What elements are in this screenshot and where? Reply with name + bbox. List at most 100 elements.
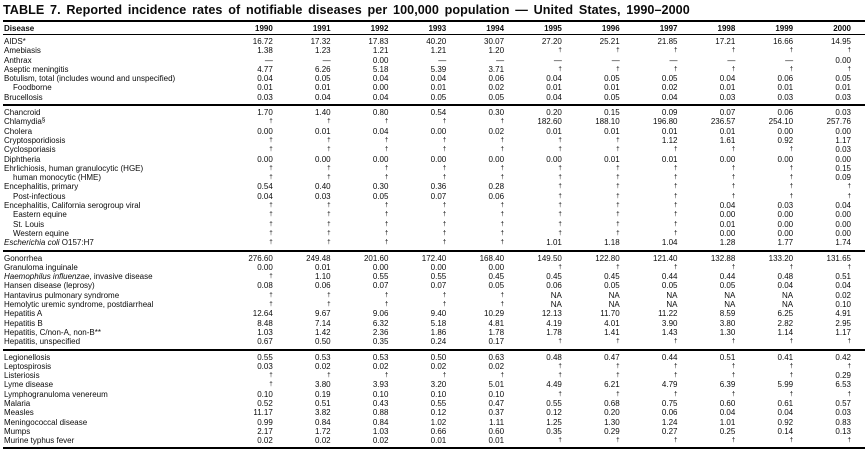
footnote-dagger-mark: †: [384, 220, 389, 228]
disease-label: Hansen disease (leprosy): [4, 281, 95, 291]
rate-cell: 196.80: [653, 117, 678, 127]
rate-cell: 0.09: [661, 108, 678, 118]
footnote-dagger-mark: †: [327, 145, 331, 153]
rate-cell: †: [460, 173, 518, 182]
rate-cell: 0.42: [835, 352, 851, 362]
rate-cell: 0.00: [372, 83, 389, 93]
rate-cell: †: [692, 182, 750, 191]
rate-cell: †: [345, 291, 403, 300]
rate-cell: †: [576, 145, 634, 154]
rate-cell: 25.21: [599, 37, 620, 46]
rate-cell: 0.03: [257, 361, 273, 371]
rate-cell: 121.40: [653, 253, 678, 263]
rate-cell: —: [553, 55, 562, 65]
rate-cell: †: [634, 229, 692, 238]
footnote-dagger-mark: †: [442, 291, 447, 299]
rate-cell: —: [496, 55, 505, 65]
rate-cell: 6.21: [604, 380, 620, 390]
rate-cell: 0.50: [430, 352, 447, 362]
footnote-dagger-mark: †: [500, 220, 505, 228]
rate-cell: †: [460, 220, 518, 229]
footnote-dagger-mark: †: [558, 46, 562, 54]
footnote-dagger-mark: †: [384, 371, 389, 379]
footnote-dagger-mark: †: [558, 136, 562, 144]
rate-cell: †: [345, 164, 403, 173]
rate-cell: 1.40: [315, 108, 331, 118]
rate-cell: —: [438, 55, 447, 65]
rate-cell: 122.80: [595, 253, 620, 263]
footnote-dagger-mark: †: [616, 192, 620, 200]
rate-cell: †: [576, 164, 634, 173]
footnote-dagger-mark: †: [731, 46, 736, 54]
footnote-dagger-mark: †: [558, 173, 562, 181]
rate-cell: 0.47: [604, 352, 620, 362]
rate-cell: 1.38: [257, 46, 273, 56]
table-row: Chlamydia§ † † † † † 182.60 188.10 196.80 236.57 2…: [3, 117, 865, 126]
footnote-dagger-mark: †: [789, 182, 794, 190]
footnote-dagger-mark: †: [269, 220, 273, 228]
rate-cell: 0.01: [315, 262, 331, 272]
rate-cell: 0.10: [430, 389, 447, 399]
rate-cell: 1.21: [372, 46, 389, 56]
rate-cell: 3.82: [315, 408, 331, 418]
rate-cell: 1.70: [257, 108, 273, 118]
rate-cell: 16.72: [252, 37, 273, 46]
footnote-dagger-mark: †: [847, 263, 851, 271]
table-title: TABLE 7. Reported incidence rates of not…: [3, 3, 690, 17]
rate-cell: 1.25: [546, 417, 562, 427]
rate-cell: 0.37: [488, 408, 505, 418]
footnote-dagger-mark: †: [327, 117, 331, 125]
rate-cell: 0.57: [835, 398, 851, 408]
rate-cell: †: [692, 362, 750, 371]
footnote-dagger-mark: †: [269, 145, 273, 153]
rate-cell: 0.06: [546, 281, 562, 291]
rate-cell: 9.40: [430, 309, 447, 319]
rate-cell: 4.81: [488, 318, 505, 328]
rate-cell: 0.15: [835, 163, 851, 173]
rate-cell: †: [749, 182, 807, 191]
rate-cell: 11.22: [658, 309, 678, 319]
footnote-dagger-mark: †: [673, 182, 678, 190]
rate-cell: 0.06: [777, 74, 794, 84]
table-row: Escherichia coli O157:H7 † † † † † 1.01 1.18 1.0…: [3, 238, 865, 250]
rate-cell: 0.05: [488, 281, 505, 291]
footnote-dagger-mark: †: [327, 238, 331, 246]
rate-cell: 0.06: [315, 281, 331, 291]
rate-cell: †: [634, 337, 692, 349]
rate-cell: †: [287, 136, 345, 145]
rate-cell: †: [229, 136, 287, 145]
footnote-dagger-mark: †: [558, 390, 562, 398]
rate-cell: †: [692, 337, 750, 349]
rate-cell: †: [287, 164, 345, 173]
rate-cell: †: [576, 201, 634, 210]
rate-cell: 0.54: [430, 108, 447, 118]
footnote-dagger-mark: †: [269, 136, 273, 144]
rate-cell: 1.01: [719, 417, 736, 427]
rate-cell: †: [518, 182, 576, 191]
rate-cell: 0.05: [835, 74, 851, 84]
rate-cell: 0.06: [661, 408, 678, 418]
footnote-dagger-mark: †: [558, 263, 562, 271]
table-row: Anthrax — — 0.00 — — — — — — — 0.00: [3, 56, 865, 65]
footnote-dagger-mark: †: [558, 192, 562, 200]
disease-group: Chancroid 1.70 1.40 0.80 0.54 0.30 0.20 0.15 0.0…: [3, 105, 865, 251]
rate-cell: 0.02: [488, 83, 505, 93]
rate-cell: 172.40: [421, 253, 447, 263]
rate-cell: 0.48: [777, 272, 794, 282]
rate-cell: 168.40: [479, 253, 505, 263]
rate-cell: †: [402, 238, 460, 250]
rate-cell: 3.80: [315, 380, 331, 390]
footnote-dagger-mark: †: [384, 291, 389, 299]
rate-cell: †: [402, 210, 460, 219]
rate-cell: 0.07: [719, 108, 736, 118]
footnote-dagger-mark: †: [327, 136, 331, 144]
footnote-dagger-mark: †: [673, 210, 678, 218]
rate-cell: 0.06: [777, 108, 794, 118]
disease-label: Diphtheria: [4, 154, 41, 164]
table-row: Granuloma inguinale 0.00 0.01 0.00 0.00 0.00 †…: [3, 263, 865, 272]
disease-group: Legionellosis 0.55 0.53 0.53 0.50 0.63 0.48 0.4…: [3, 350, 865, 449]
footnote-dagger-mark: †: [500, 238, 505, 246]
rate-cell: †: [634, 145, 692, 154]
disease-label: Post-infectious: [13, 191, 66, 201]
rate-cell: NA: [666, 300, 678, 310]
